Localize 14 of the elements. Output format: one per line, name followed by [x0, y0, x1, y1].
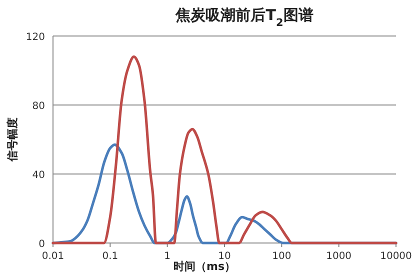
x-tick-label: 1000	[326, 251, 352, 262]
chart-title: 焦炭吸潮前后T$_{2}$图谱	[174, 6, 314, 29]
x-tick-label: 1	[164, 251, 171, 262]
x-tick-label: 0.01	[42, 251, 64, 262]
y-axis-title: 信号幅度	[6, 118, 19, 162]
x-tick-label: 10	[218, 251, 231, 262]
x-tick-label: 10000	[380, 251, 412, 262]
x-tick-label: 100	[272, 251, 292, 262]
y-tick-label: 80	[32, 101, 45, 112]
y-tick-label: 40	[32, 170, 45, 181]
x-tick-label: 0.1	[102, 251, 118, 262]
x-axis-title: 时间（ms）	[173, 260, 236, 273]
y-tick-label: 120	[26, 32, 45, 43]
y-tick-label: 0	[38, 239, 45, 250]
